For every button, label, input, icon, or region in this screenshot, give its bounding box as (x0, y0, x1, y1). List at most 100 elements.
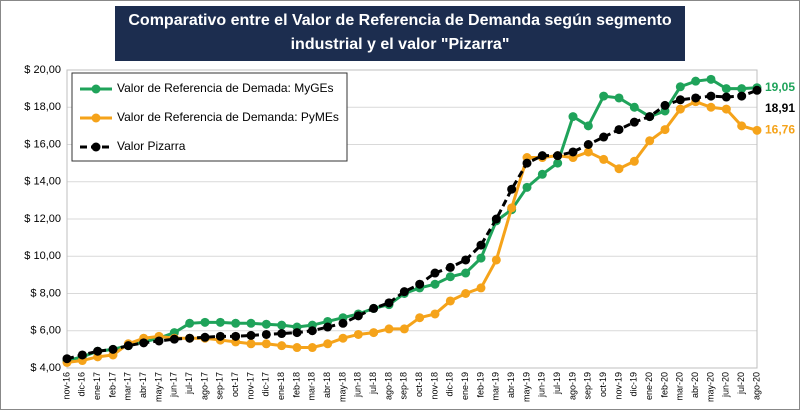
x-tick-label: ago-18 (383, 372, 393, 400)
point (307, 343, 317, 353)
point (62, 354, 72, 364)
point (215, 317, 225, 327)
point (415, 313, 425, 323)
point (261, 339, 271, 349)
x-tick-label: ago-20 (751, 372, 761, 400)
legend-marker (91, 113, 101, 123)
y-tick-label: $ 20,00 (24, 64, 61, 76)
x-tick-label: oct-19 (598, 372, 608, 397)
point (476, 240, 486, 250)
point (614, 93, 624, 103)
point (384, 298, 394, 308)
x-tick-label: ene-19 (460, 372, 470, 400)
y-tick-label: $ 10,00 (24, 250, 61, 262)
point (399, 287, 409, 297)
x-tick-label: sep-18 (399, 372, 409, 400)
point (246, 330, 256, 340)
x-tick-label: ago-17 (199, 372, 209, 400)
point (599, 91, 609, 101)
point (399, 324, 409, 334)
point (154, 336, 164, 346)
point (200, 317, 210, 327)
point (553, 158, 563, 168)
x-tick-label: mar-19 (491, 372, 501, 401)
x-tick-label: feb-17 (107, 372, 117, 398)
x-tick-label: mar-20 (675, 372, 685, 401)
x-tick-label: nov-19 (613, 372, 623, 400)
x-tick-label: jul-20 (736, 372, 746, 395)
point (231, 318, 241, 328)
data-label: 16,76 (765, 123, 795, 137)
x-tick-label: feb-19 (475, 372, 485, 398)
x-tick-label: ago-19 (567, 372, 577, 400)
point (369, 303, 379, 313)
point (430, 309, 440, 319)
point (353, 329, 363, 339)
point (353, 311, 363, 321)
x-tick-label: ene-17 (92, 372, 102, 400)
point (292, 328, 302, 338)
point (430, 279, 440, 289)
point (522, 158, 532, 168)
title-box (115, 6, 685, 61)
x-tick-label: jun-17 (169, 372, 179, 398)
legend-label: Valor de Referencia de Demanda: PyMEs (117, 110, 339, 124)
point (629, 156, 639, 166)
point (169, 334, 179, 344)
point (108, 344, 118, 354)
point (568, 112, 578, 122)
point (430, 268, 440, 278)
point (691, 93, 701, 103)
x-tick-label: jul-18 (368, 372, 378, 395)
point (583, 140, 593, 149)
point (476, 253, 486, 263)
x-tick-label: oct-18 (414, 372, 424, 397)
point (553, 151, 563, 161)
point (721, 92, 731, 102)
point (752, 85, 762, 95)
point (231, 331, 241, 341)
point (721, 104, 731, 114)
point (123, 341, 133, 351)
y-tick-label: $ 14,00 (24, 176, 61, 188)
point (507, 203, 517, 213)
point (583, 121, 593, 131)
data-label: 19,05 (765, 80, 795, 94)
point (675, 104, 685, 114)
point (277, 329, 287, 339)
point (77, 350, 87, 360)
x-tick-label: jul-17 (184, 372, 194, 395)
point (323, 339, 333, 349)
x-tick-label: dic-17 (261, 372, 271, 397)
x-tick-label: abr-20 (690, 372, 700, 398)
point (215, 331, 225, 341)
point (445, 262, 455, 272)
point (599, 154, 609, 164)
x-tick-label: abr-19 (506, 372, 516, 398)
point (323, 322, 333, 332)
point (537, 151, 547, 161)
point (139, 338, 149, 348)
point (599, 132, 609, 142)
point (675, 82, 685, 92)
x-tick-label: jun-20 (721, 372, 731, 398)
x-tick-label: nov-16 (61, 372, 71, 400)
x-tick-label: sep-17 (215, 372, 225, 400)
point (629, 117, 639, 127)
x-tick-label: oct-17 (230, 372, 240, 397)
x-tick-label: jun-18 (353, 372, 363, 398)
point (277, 341, 287, 351)
x-tick-label: feb-18 (291, 372, 301, 398)
x-tick-label: sep-19 (583, 372, 593, 400)
point (307, 326, 317, 336)
point (369, 328, 379, 338)
series-line (66, 77, 758, 363)
x-tick-label: nov-18 (429, 372, 439, 400)
x-tick-label: dic-18 (445, 372, 455, 397)
point (261, 319, 271, 329)
x-tick-label: dic-19 (629, 372, 639, 397)
point (93, 346, 103, 356)
x-tick-label: nov-17 (245, 372, 255, 400)
y-tick-label: $ 8,00 (30, 287, 61, 299)
point (277, 320, 287, 330)
